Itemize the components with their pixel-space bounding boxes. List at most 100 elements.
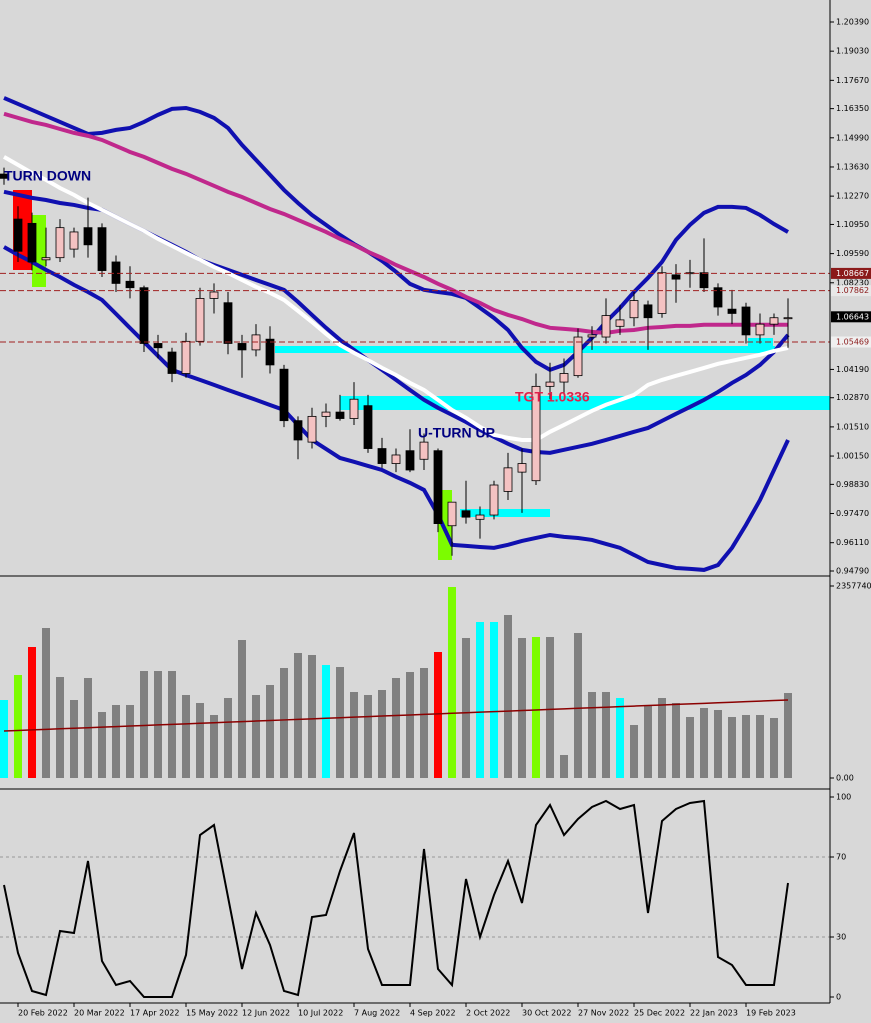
price-label-box — [831, 311, 871, 323]
candle-body — [307, 415, 317, 443]
volume-bar — [602, 691, 610, 778]
price-label-box — [831, 267, 871, 279]
volume-bar — [434, 651, 442, 778]
volume-bar — [700, 707, 708, 778]
y-tick-label: 100 — [836, 793, 851, 802]
candle-body — [41, 257, 51, 261]
candle-body — [111, 261, 121, 284]
candle-body — [69, 231, 79, 250]
candle-body — [363, 405, 373, 449]
price-label: 1.05469 — [836, 337, 869, 346]
volume-bar — [546, 636, 554, 778]
volume-bar — [294, 652, 302, 778]
x-tick-label: 17 Apr 2022 — [130, 1009, 179, 1018]
x-tick-label: 30 Oct 2022 — [522, 1009, 571, 1018]
y-tick-label: 1.14990 — [836, 133, 869, 142]
volume-bar — [280, 667, 288, 778]
candle-body — [321, 411, 331, 417]
volume-bar — [14, 674, 22, 778]
indicator-line — [3, 96, 789, 373]
candle-body — [755, 323, 765, 336]
volume-bar — [742, 714, 750, 778]
y-tick-label: 0.94790 — [836, 567, 869, 576]
volume-bar — [616, 697, 624, 778]
candle-body — [405, 450, 415, 471]
candle-body — [629, 300, 639, 319]
volume-bar — [728, 716, 736, 778]
x-tick-label: 2 Oct 2022 — [466, 1009, 510, 1018]
candle-body — [615, 319, 625, 327]
volume-bar — [658, 697, 666, 778]
candle-body — [461, 510, 471, 518]
candle-body — [181, 340, 191, 374]
volume-bar — [98, 711, 106, 778]
x-tick-label: 20 Feb 2022 — [18, 1009, 68, 1018]
candle-body — [433, 450, 443, 525]
volume-bar — [672, 702, 680, 778]
y-tick-label: 1.10950 — [836, 220, 869, 229]
volume-bar — [686, 716, 694, 778]
y-tick-label: 1.09590 — [836, 249, 869, 258]
candle-body — [27, 222, 37, 263]
y-tick-label: 1.12270 — [836, 192, 869, 201]
y-tick-label: 0.98830 — [836, 480, 869, 489]
volume-bar — [714, 709, 722, 778]
volume-bar — [574, 632, 582, 778]
x-tick-label: 19 Feb 2023 — [746, 1009, 796, 1018]
volume-bar — [476, 621, 484, 778]
candle-body — [391, 454, 401, 464]
candle-body — [13, 218, 23, 252]
candle-body — [279, 368, 289, 422]
volume-bar — [140, 670, 148, 778]
price-label-box — [831, 285, 871, 297]
volume-bar — [560, 754, 568, 778]
candle-body — [223, 302, 233, 344]
y-tick-label: 1.16350 — [836, 104, 869, 113]
x-tick-label: 25 Dec 2022 — [634, 1009, 685, 1018]
volume-bar — [56, 676, 64, 778]
candle-body — [559, 373, 569, 383]
volume-bar — [238, 639, 246, 778]
candle-body — [139, 287, 149, 344]
volume-bar — [462, 637, 470, 778]
candle-body — [531, 385, 541, 482]
y-tick-label: 1.19030 — [836, 47, 869, 56]
candle-body — [783, 317, 793, 320]
candle-body — [125, 280, 135, 289]
indicator-line — [3, 155, 789, 442]
price-label-box — [831, 336, 871, 348]
volume-bar — [336, 666, 344, 778]
indicator-line — [3, 699, 789, 732]
candle-body — [643, 304, 653, 319]
volume-bar — [126, 704, 134, 778]
price-label: 1.07862 — [836, 286, 869, 295]
volume-bar — [350, 691, 358, 778]
y-tick-label: 0.96110 — [836, 538, 869, 547]
candle-body — [97, 227, 107, 271]
candle-body — [447, 501, 457, 527]
volume-bar — [532, 636, 540, 778]
candle-body — [0, 173, 9, 179]
candle-body — [713, 287, 723, 308]
price-label: 1.08667 — [836, 269, 869, 278]
candle-body — [503, 467, 513, 492]
indicator-line — [3, 245, 790, 572]
volume-bar — [644, 704, 652, 778]
candle-body — [769, 317, 779, 325]
y-tick-label: 70 — [836, 853, 846, 862]
candle-body — [517, 463, 527, 473]
y-tick-label: 30 — [836, 933, 846, 942]
candle-body — [601, 315, 611, 338]
volume-bar — [448, 586, 456, 778]
zone — [460, 509, 550, 517]
y-tick-label: 1.20390 — [836, 18, 869, 27]
indicator-line — [3, 799, 789, 998]
candle-body — [237, 343, 247, 351]
x-tick-label: 7 Aug 2022 — [354, 1009, 400, 1018]
candle-body — [377, 448, 387, 464]
x-tick-label: 12 Jun 2022 — [242, 1009, 290, 1018]
x-tick-label: 10 Jul 2022 — [298, 1009, 343, 1018]
y-tick-label: 0 — [836, 993, 841, 1002]
volume-bar — [630, 724, 638, 778]
candle-body — [209, 291, 219, 299]
